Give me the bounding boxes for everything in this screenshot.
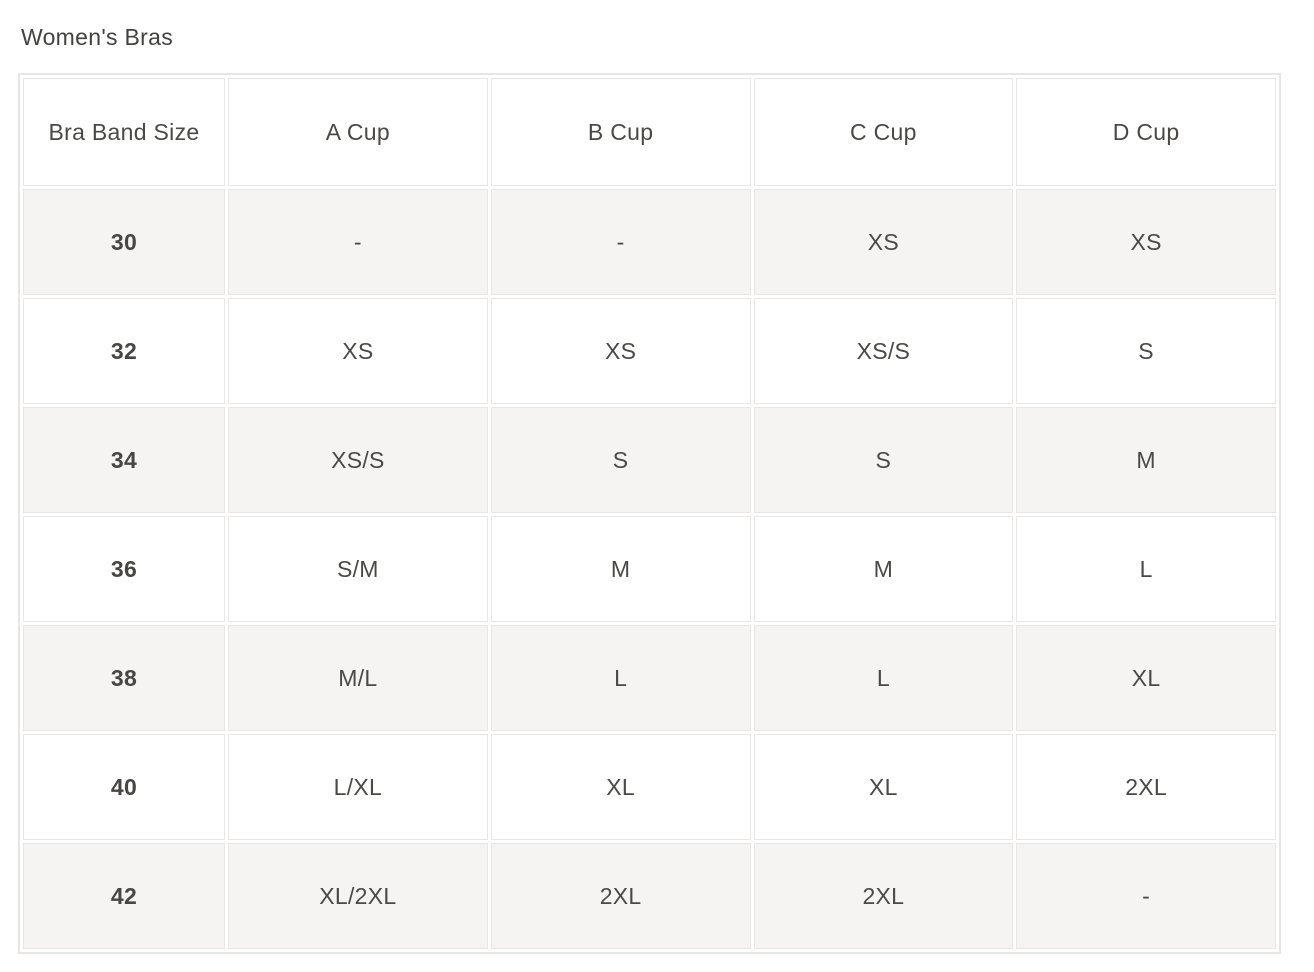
band-size-cell: 30 [23,189,225,295]
size-value-cell: M/L [228,625,488,731]
size-value-cell: - [1016,843,1276,949]
band-size-cell: 34 [23,407,225,513]
size-value-cell: S [1016,298,1276,404]
size-value-cell: - [490,189,751,295]
size-value-cell: XS [1016,189,1276,295]
size-value-cell: L [1016,516,1276,622]
size-value-cell: XS [490,298,751,404]
size-value-cell: M [490,516,751,622]
header-row: Bra Band Size A Cup B Cup C Cup D Cup [23,78,1276,186]
size-value-cell: 2XL [490,843,751,949]
table-row: 38 M/L L L XL [23,625,1276,731]
size-value-cell: L [753,625,1014,731]
column-header-band-size: Bra Band Size [23,78,225,186]
size-value-cell: S [490,407,751,513]
size-value-cell: XL [490,734,751,840]
band-size-cell: 32 [23,298,225,404]
table-row: 34 XS/S S S M [23,407,1276,513]
table-row: 40 L/XL XL XL 2XL [23,734,1276,840]
column-header-a-cup: A Cup [228,78,488,186]
size-value-cell: M [753,516,1014,622]
table-row: 36 S/M M M L [23,516,1276,622]
table-row: 32 XS XS XS/S S [23,298,1276,404]
size-value-cell: XS/S [228,407,488,513]
size-value-cell: L/XL [228,734,488,840]
band-size-cell: 42 [23,843,225,949]
size-chart-table: Bra Band Size A Cup B Cup C Cup D Cup 30… [18,73,1281,954]
size-value-cell: 2XL [1016,734,1276,840]
column-header-b-cup: B Cup [490,78,751,186]
page-title: Women's Bras [21,24,173,50]
size-value-cell: S [753,407,1014,513]
band-size-cell: 36 [23,516,225,622]
table-row: 30- - XS XS [23,189,1276,295]
table-row: 42 XL/2XL 2XL 2XL - [23,843,1276,949]
column-header-d-cup: D Cup [1016,78,1276,186]
size-value-cell: L [490,625,751,731]
size-value-cell: XS [753,189,1014,295]
size-value-cell: S/M [228,516,488,622]
size-value-cell: M [1016,407,1276,513]
size-value-cell: XS [228,298,488,404]
band-size-cell: 38 [23,625,225,731]
size-value-cell: XL/2XL [228,843,488,949]
size-value-cell: XL [1016,625,1276,731]
table-body: 30- - XS XS 32 XS XS XS/S S 34 XS/S S S M 36 S/M M M L 38 M/… [23,189,1276,949]
size-value-cell: XS/S [753,298,1014,404]
size-value-cell: 2XL [753,843,1014,949]
column-header-c-cup: C Cup [753,78,1014,186]
size-value-cell: - [228,189,488,295]
band-size-cell: 40 [23,734,225,840]
size-value-cell: XL [753,734,1014,840]
